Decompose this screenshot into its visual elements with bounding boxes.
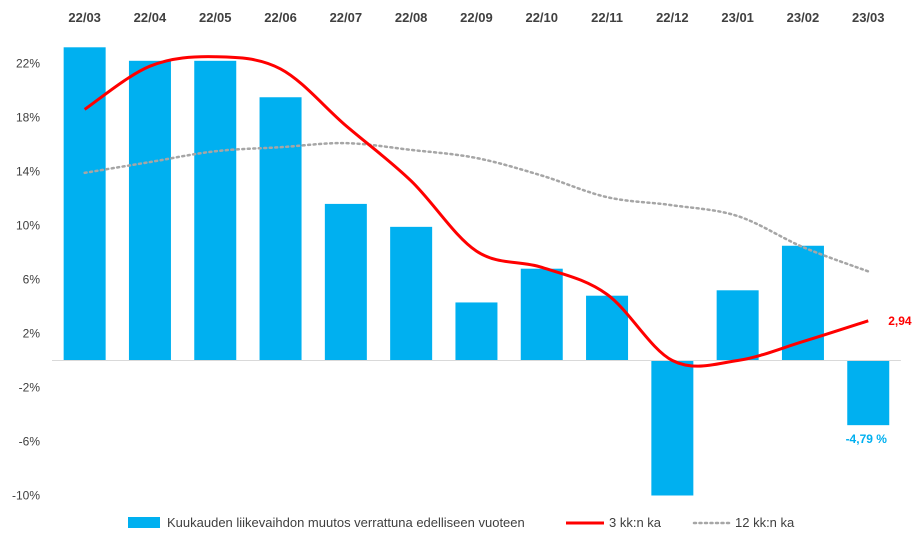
category-label: 22/08 xyxy=(395,10,428,25)
bar-22-04 xyxy=(128,60,171,361)
category-label: 22/09 xyxy=(460,10,493,25)
y-axis: 22% 18% 14% 10% 6% 2% -2% -6% -10% xyxy=(12,57,40,503)
data-label: 2,94 % xyxy=(888,314,915,328)
category-label: 22/06 xyxy=(264,10,297,25)
bar-22-07 xyxy=(324,203,367,361)
y-tick-label: 6% xyxy=(23,273,41,287)
category-label: 22/10 xyxy=(525,10,558,25)
category-label: 23/01 xyxy=(721,10,754,25)
legend-label: 3 kk:n ka xyxy=(609,515,662,530)
data-label: -4,79 % xyxy=(846,432,888,446)
bar-22-09 xyxy=(455,302,498,361)
category-label: 23/03 xyxy=(852,10,885,25)
bar-22-06 xyxy=(259,97,302,361)
y-tick-label: -2% xyxy=(19,381,41,395)
y-tick-label: -10% xyxy=(12,489,40,503)
category-label: 22/04 xyxy=(134,10,167,25)
bar-22-10 xyxy=(520,268,563,361)
legend-label: Kuukauden liikevaihdon muutos verrattuna… xyxy=(167,515,525,530)
y-tick-label: -6% xyxy=(19,435,41,449)
bar-23-03 xyxy=(847,360,890,426)
y-tick-label: 2% xyxy=(23,327,41,341)
category-label: 22/11 xyxy=(591,10,623,25)
legend-swatch-bar xyxy=(128,517,160,528)
bar-22-05 xyxy=(194,60,237,361)
category-label: 22/12 xyxy=(656,10,689,25)
bar-series xyxy=(63,47,890,496)
category-label: 23/02 xyxy=(787,10,820,25)
bar-22-08 xyxy=(390,226,433,361)
category-labels: 22/03 22/04 22/05 22/06 22/07 22/08 22/09 22/10… xyxy=(68,10,884,25)
data-labels: 2,94 % -4,79 % xyxy=(846,314,915,446)
bar-22-11 xyxy=(586,295,629,361)
y-tick-label: 14% xyxy=(16,165,40,179)
category-label: 22/03 xyxy=(68,10,101,25)
y-tick-label: 22% xyxy=(16,57,40,71)
category-label: 22/05 xyxy=(199,10,232,25)
category-label: 22/07 xyxy=(330,10,363,25)
y-tick-label: 18% xyxy=(16,111,40,125)
legend-label: 12 kk:n ka xyxy=(735,515,795,530)
line-3kk-average xyxy=(83,55,869,368)
bar-23-02 xyxy=(781,245,824,361)
line-12kk-average xyxy=(83,141,870,273)
legend: Kuukauden liikevaihdon muutos verrattuna… xyxy=(128,515,795,530)
bar-22-12 xyxy=(651,360,694,496)
bar-23-01 xyxy=(716,290,759,361)
bar-22-03 xyxy=(63,47,106,361)
y-tick-label: 10% xyxy=(16,219,40,233)
